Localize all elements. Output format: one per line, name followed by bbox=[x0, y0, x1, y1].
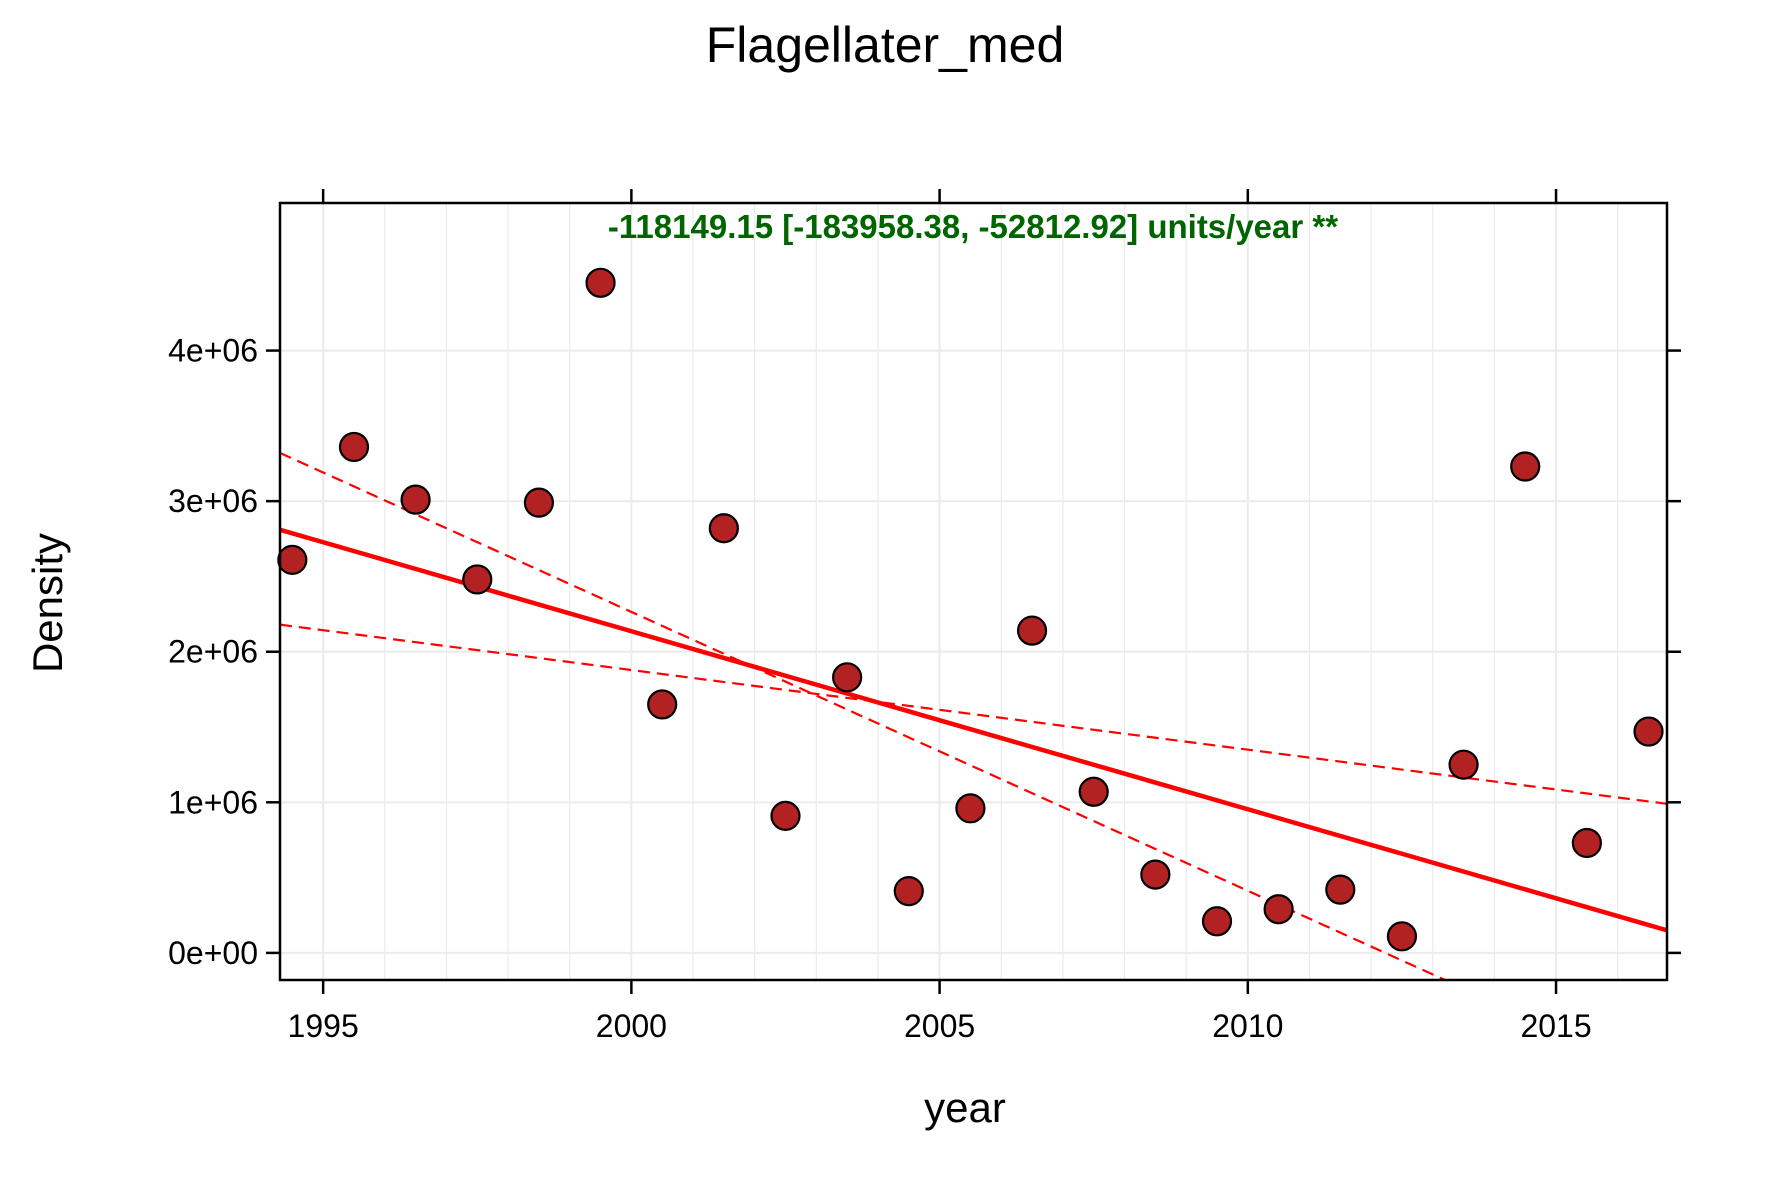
data-point bbox=[708, 513, 739, 544]
x-tick-label: 2000 bbox=[596, 1008, 667, 1044]
grid-lines bbox=[280, 203, 1667, 980]
confidence-line-2 bbox=[280, 623, 1667, 805]
trend-line bbox=[280, 527, 1667, 933]
data-point bbox=[1633, 716, 1664, 747]
trend-annotation: -118149.15 [-183958.38, -52812.92] units… bbox=[608, 208, 1338, 245]
data-point bbox=[462, 564, 493, 595]
data-point bbox=[1510, 451, 1541, 482]
data-point bbox=[1263, 894, 1294, 925]
data-point bbox=[893, 876, 924, 907]
data-point bbox=[585, 267, 616, 298]
plot-frame bbox=[278, 201, 1669, 982]
y-axis-label: Density bbox=[24, 533, 71, 673]
x-tick-label: 1995 bbox=[288, 1008, 359, 1044]
y-tick-label: 0e+00 bbox=[168, 935, 258, 971]
data-point bbox=[1325, 874, 1356, 905]
x-axis-label: year bbox=[924, 1084, 1006, 1131]
data-point bbox=[523, 487, 555, 518]
chart-title: Flagellater_med bbox=[706, 17, 1065, 73]
confidence-line-1 bbox=[280, 451, 1446, 982]
confidence-lines bbox=[280, 451, 1667, 982]
data-point bbox=[770, 800, 801, 831]
data-points bbox=[277, 267, 1664, 952]
y-tick-label: 4e+06 bbox=[168, 333, 258, 369]
data-point bbox=[647, 689, 678, 720]
data-point bbox=[1140, 859, 1171, 890]
y-tick-label: 2e+06 bbox=[168, 634, 258, 670]
y-tick-label: 3e+06 bbox=[168, 483, 258, 519]
x-tick-label: 2015 bbox=[1520, 1008, 1591, 1044]
x-tick-label: 2010 bbox=[1212, 1008, 1283, 1044]
data-point bbox=[1016, 615, 1048, 646]
data-point bbox=[1201, 906, 1233, 937]
data-point bbox=[955, 793, 986, 824]
y-tick-label: 1e+06 bbox=[168, 784, 258, 820]
x-axis-ticks: 1995 2000 2005 2010 2015 bbox=[288, 189, 1592, 1044]
data-point bbox=[1448, 749, 1479, 780]
x-tick-label: 2005 bbox=[904, 1008, 975, 1044]
data-point bbox=[400, 484, 431, 515]
data-point bbox=[1386, 921, 1418, 952]
trend-line-group bbox=[280, 527, 1667, 933]
data-point bbox=[338, 431, 370, 463]
data-point bbox=[1571, 827, 1602, 859]
data-point bbox=[832, 662, 863, 693]
data-point bbox=[1078, 776, 1109, 807]
y-axis-ticks: 0e+00 1e+06 2e+06 3e+06 4e+06 bbox=[168, 333, 1681, 971]
data-point bbox=[277, 544, 308, 575]
